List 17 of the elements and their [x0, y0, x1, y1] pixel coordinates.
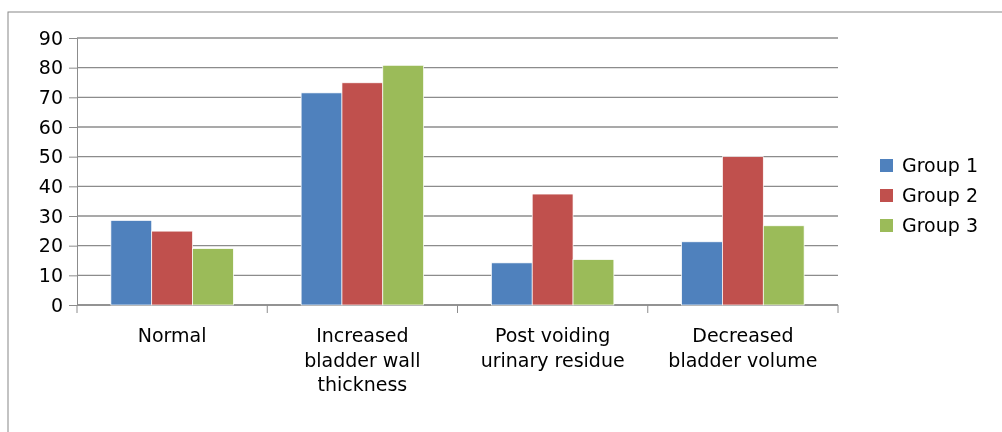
x-tick-label: Increased bladder wall thickness — [304, 324, 421, 396]
y-tick-label: 30 — [38, 204, 63, 227]
y-tick-label: 60 — [38, 115, 63, 138]
x-tick-label: Decreased bladder volume — [668, 324, 818, 371]
y-tick-label: 0 — [50, 293, 63, 316]
y-tick-label: 10 — [38, 263, 63, 286]
y-tick-label: 20 — [38, 234, 63, 257]
x-tick-label: Post voiding urinary residue — [480, 324, 625, 371]
y-tick-label: 50 — [38, 145, 63, 168]
y-tick-label: 70 — [38, 85, 63, 108]
legend-label: Group 2 — [902, 184, 978, 206]
y-tick-label: 90 — [38, 26, 63, 49]
y-tick-label: 80 — [38, 56, 63, 79]
legend-label: Group 1 — [902, 154, 978, 176]
y-tick-label: 40 — [38, 174, 63, 197]
x-tick-label: Normal — [137, 324, 207, 346]
legend-label: Group 3 — [902, 214, 978, 236]
